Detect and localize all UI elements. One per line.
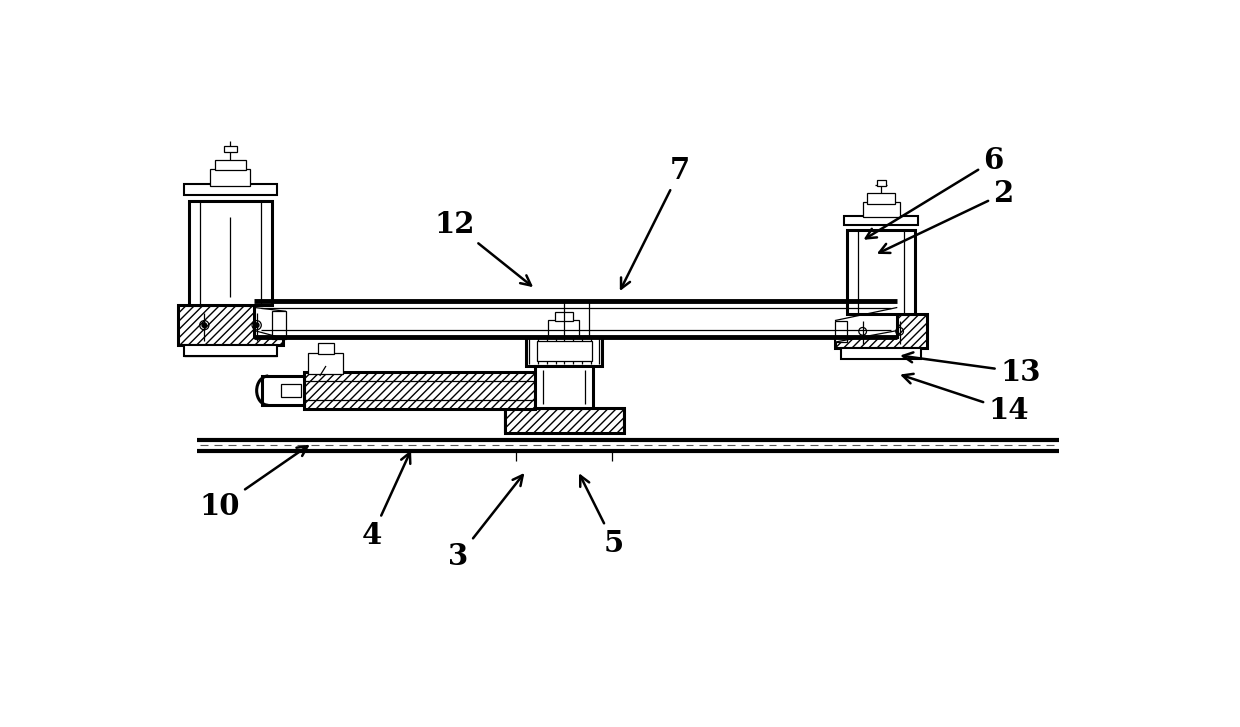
Circle shape bbox=[254, 323, 259, 327]
Text: 14: 14 bbox=[903, 374, 1029, 425]
Bar bbox=[554, 312, 573, 321]
Bar bbox=[536, 366, 593, 409]
Bar bbox=[272, 311, 286, 339]
Text: 6: 6 bbox=[866, 146, 1003, 238]
Text: 4: 4 bbox=[362, 453, 410, 550]
Bar bbox=[505, 409, 624, 433]
Text: 2: 2 bbox=[879, 179, 1013, 253]
Bar bbox=[281, 385, 300, 397]
Text: 12: 12 bbox=[434, 210, 531, 286]
Bar bbox=[224, 145, 237, 152]
Bar bbox=[877, 180, 885, 186]
Bar bbox=[526, 337, 603, 366]
Text: 3: 3 bbox=[449, 475, 523, 571]
Bar bbox=[185, 184, 277, 195]
Bar bbox=[835, 321, 847, 342]
Bar bbox=[319, 343, 334, 355]
Bar bbox=[211, 169, 250, 186]
Bar bbox=[215, 160, 246, 170]
Bar bbox=[304, 372, 536, 409]
Text: 5: 5 bbox=[580, 475, 624, 558]
Bar bbox=[179, 305, 283, 345]
Bar bbox=[309, 353, 343, 374]
Bar bbox=[863, 202, 899, 217]
Bar bbox=[548, 320, 579, 337]
Bar bbox=[867, 193, 895, 204]
Bar bbox=[254, 301, 898, 337]
Bar bbox=[847, 230, 915, 314]
Text: 10: 10 bbox=[200, 446, 308, 521]
Bar bbox=[262, 376, 304, 405]
Text: 13: 13 bbox=[903, 353, 1040, 387]
Bar bbox=[841, 348, 921, 359]
Circle shape bbox=[202, 323, 207, 327]
Bar bbox=[188, 201, 272, 305]
Bar bbox=[185, 345, 277, 356]
Bar bbox=[844, 216, 918, 225]
Bar bbox=[537, 342, 591, 361]
Bar bbox=[835, 314, 928, 348]
Text: 7: 7 bbox=[621, 156, 691, 289]
